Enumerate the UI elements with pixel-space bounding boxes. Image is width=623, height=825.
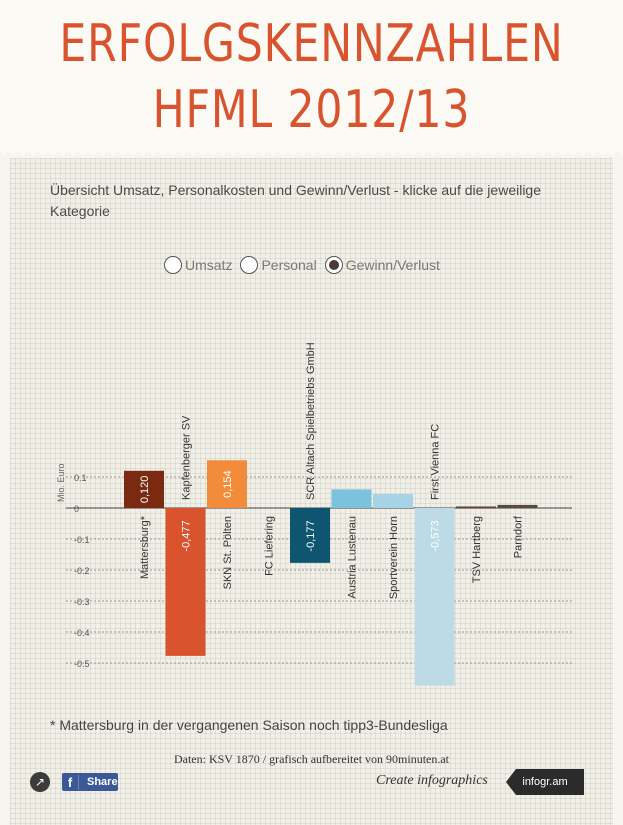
bar-9 — [497, 504, 538, 508]
data-label: -0,573 — [430, 520, 442, 551]
category-label: Sportverein Horn — [388, 516, 400, 599]
bar-5 — [331, 489, 372, 508]
radio-circle-umsatz[interactable] — [164, 256, 182, 274]
facebook-share-button[interactable]: f Share — [62, 773, 118, 791]
create-infographics-link[interactable]: Create infographics — [376, 773, 488, 788]
grid-background — [10, 158, 613, 825]
chart-subtitle: Übersicht Umsatz, Personalkosten und Gew… — [50, 182, 542, 219]
category-label: Parndorf — [513, 515, 525, 558]
y-axis-label: Mio. Euro — [56, 463, 66, 502]
category-label: Kapfenberger SV — [181, 415, 193, 500]
zigzag-divider — [0, 146, 623, 156]
infogram-brand-tag[interactable]: infogr.am — [506, 769, 584, 795]
bar-0 — [124, 470, 164, 508]
category-label: Mattersburg* — [139, 515, 151, 579]
data-label: -0,477 — [181, 520, 193, 551]
category-radio-group: Umsatz Personal Gewinn/Verlust — [164, 254, 448, 276]
category-label: SKN St. Pölten — [222, 516, 234, 589]
bar-2 — [207, 460, 247, 508]
bar-1 — [165, 508, 206, 656]
y-tick-label: -0.5 — [74, 659, 90, 669]
share-icon[interactable]: ↗ — [30, 772, 50, 792]
radio-circle-gewinn-verlust[interactable] — [324, 256, 343, 274]
radio-circle-personal[interactable] — [240, 256, 259, 274]
bar-6 — [373, 494, 413, 508]
category-label: First Vienna FC — [430, 424, 442, 500]
page-title-line1: ERFOLGSKENNZAHLEN — [59, 14, 564, 74]
radio-label-gewinn-verlust: Gewinn/Verlust — [345, 257, 440, 273]
y-tick-label: 0 — [74, 504, 79, 514]
bar-7 — [414, 508, 455, 686]
radio-label-personal: Personal — [261, 257, 317, 273]
page-title-line2: HFML 2012/13 — [152, 80, 471, 140]
y-tick-label: 0.1 — [74, 473, 87, 483]
y-tick-label: -0.4 — [74, 628, 90, 638]
y-tick-label: -0.1 — [74, 535, 90, 545]
category-label: SCR Altach Spielbetriebs GmbH — [305, 342, 317, 500]
category-label: FC Liefering — [264, 516, 276, 576]
radio-gewinn-verlust[interactable]: Gewinn/Verlust — [324, 256, 440, 274]
footnote: * Mattersburg in der vergangenen Saison … — [50, 717, 448, 733]
category-label: Austria Lustenau — [347, 516, 359, 599]
header: ERFOLGSKENNZAHLEN HFML 2012/13 — [0, 0, 623, 150]
share-label: Share — [87, 776, 118, 788]
radio-label-umsatz: Umsatz — [185, 257, 233, 273]
y-tick-label: -0.3 — [74, 597, 90, 607]
source-credit: Daten: KSV 1870 / grafisch aufbereitet v… — [173, 752, 450, 766]
bar-chart: 0.1 0 -0.1 -0.2 -0.3 -0.4 -0.5 Mio. Euro 0,120 Ma… — [56, 342, 572, 686]
radio-umsatz[interactable]: Umsatz — [164, 256, 232, 274]
y-tick-label: -0.2 — [74, 566, 90, 576]
category-label: TSV Hartberg — [471, 516, 483, 583]
facebook-icon: f — [62, 774, 79, 790]
data-label: 0,154 — [222, 470, 234, 498]
radio-personal[interactable]: Personal — [240, 256, 317, 274]
bar-8 — [456, 506, 496, 509]
data-label: -0,177 — [305, 520, 317, 551]
bar-4 — [290, 508, 330, 563]
data-label: 0,120 — [139, 476, 151, 504]
